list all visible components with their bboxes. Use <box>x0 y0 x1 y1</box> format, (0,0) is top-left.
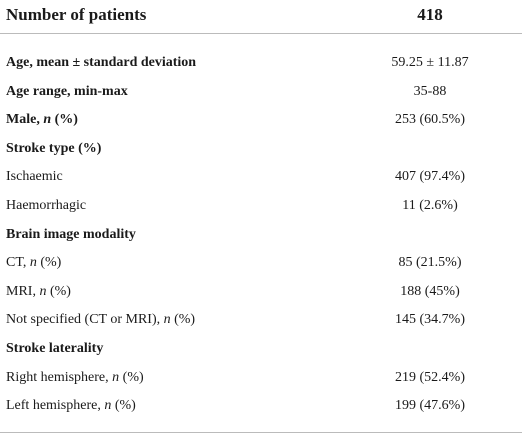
row-value: 145 (34.7%) <box>395 312 465 328</box>
row-label: Haemorrhagic <box>6 198 87 213</box>
row-label: Ischaemic <box>6 169 63 185</box>
row-label: Left hemisphere, n (%) <box>6 398 136 414</box>
header-rule <box>0 33 522 34</box>
row-label: MRI, n (%) <box>6 283 71 299</box>
row-value: 253 (60.5%) <box>395 112 465 128</box>
row-value: 11 (2.6%) <box>402 198 458 213</box>
row-value: 85 (21.5%) <box>398 255 462 271</box>
row-value: 35-88 <box>413 83 447 99</box>
section-label: Brain image modality <box>6 226 136 242</box>
row-label: Age range, min-max <box>6 83 128 99</box>
row-value: 59.25 ± 11.87 <box>391 55 469 70</box>
row-value: 199 (47.6%) <box>395 398 465 414</box>
header-label: Number of patients <box>6 5 147 24</box>
row-label: CT, n (%) <box>6 255 62 271</box>
row-value: 219 (52.4%) <box>395 369 465 385</box>
row-label: Right hemisphere, n (%) <box>6 369 144 385</box>
row-value: 407 (97.4%) <box>395 169 465 185</box>
header-value: 418 <box>417 5 443 24</box>
row-label: Male, n (%) <box>6 112 78 128</box>
row-label: Age, mean ± standard deviation <box>6 55 197 70</box>
row-value: 188 (45%) <box>400 283 460 299</box>
section-label: Stroke laterality <box>6 341 104 356</box>
section-label: Stroke type (%) <box>6 140 102 156</box>
bottom-rule <box>0 432 522 433</box>
row-label: Not specified (CT or MRI), n (%) <box>6 312 196 328</box>
